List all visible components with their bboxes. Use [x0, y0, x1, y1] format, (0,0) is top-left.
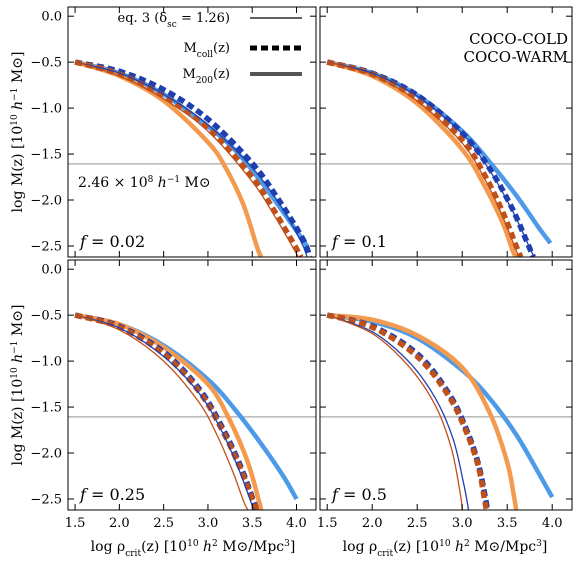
ylabel-text: log M(z) [10	[10, 126, 26, 213]
legend-warm: COCO-WARM	[463, 48, 568, 66]
panel-frame	[67, 6, 317, 258]
legend-mcoll-label: Mcoll(z)	[183, 41, 230, 60]
x-tick-label: 3.0	[452, 516, 473, 531]
x-tick-label: 2.0	[362, 516, 383, 531]
plot-area: 0.0 −0.5 −1.0 −1.5 −2.0 −2.5 f = 0.02 f = 0.1 1.…	[30, 6, 573, 531]
ylabel-text: log M(z) [10	[10, 379, 26, 466]
panel-4: 1.5 2.0 2.5 3.0 3.5 4.0 f = 0.5	[317, 259, 573, 531]
panel-f-label: f = 0.02	[79, 232, 145, 251]
series-group	[326, 59, 553, 257]
x-tick-label: 4.0	[542, 516, 563, 531]
panel-f-label: f = 0.1	[331, 232, 387, 251]
series-m200-warm	[74, 312, 264, 510]
panel-f-label: f = 0.5	[331, 485, 387, 504]
y-axis-label-bottom: log M(z) [1010 h−1 M⊙]	[10, 305, 26, 466]
series-coll-warm	[74, 59, 304, 257]
series-eq3-warm	[74, 61, 299, 257]
y-tick-label: −1.5	[30, 148, 62, 163]
series-eq3-warm	[326, 314, 463, 510]
x-tick-label: 2.5	[407, 516, 428, 531]
x-tick-label: 2.0	[109, 516, 130, 531]
x-tick-label: 2.5	[153, 516, 174, 531]
y-tick-label: −2.0	[30, 194, 62, 209]
legend-eq3-label: eq. 3 (δsc = 1.26)	[118, 11, 230, 30]
ylabel-tail: M⊙]	[10, 52, 26, 88]
xlabel-tail: M⊙/Mpc	[470, 539, 537, 555]
x-tick-label: 3.5	[497, 516, 518, 531]
xlabel-close: ]	[290, 539, 295, 555]
x-tick-label: 4.0	[286, 516, 307, 531]
xlabel-cube: 3	[284, 539, 290, 549]
panel-f-label: f = 0.25	[79, 485, 145, 504]
series-coll-warm	[74, 312, 260, 510]
legend: eq. 3 (δsc = 1.26) Mcoll(z) M200(z)	[118, 11, 302, 86]
series-coll-cold	[74, 59, 313, 257]
x-tick-label: 1.5	[317, 516, 338, 531]
series-eq3-cold	[74, 314, 255, 510]
xlabel-pre: log ρ	[91, 539, 126, 555]
xlabel-pre: log ρ	[343, 539, 378, 555]
xlabel-exp: 10	[439, 539, 451, 549]
series-coll-warm	[326, 59, 524, 257]
series-eq3-cold	[327, 61, 535, 257]
xlabel-hexp: 2	[212, 539, 218, 549]
x-tick-label: 1.5	[65, 516, 86, 531]
panel-2: f = 0.1	[319, 6, 573, 258]
series-m200-warm	[326, 59, 519, 257]
mass-annotation: 2.46 × 108 h−1 M⊙	[78, 175, 211, 191]
ylabel-tail: M⊙]	[10, 305, 26, 341]
xlabel-mid: (z) [10	[141, 539, 187, 555]
x-tick-label: 3.0	[198, 516, 219, 531]
xlabel-h: h	[451, 539, 464, 555]
xlabel-sub: crit	[377, 549, 393, 559]
legend-m200-label: M200(z)	[183, 67, 231, 86]
xlabel-close: ]	[542, 539, 547, 555]
ylabel-h: h	[10, 354, 26, 367]
panel-3: 1.5 2.0 2.5 3.0 3.5 4.0 0.0 −0.5 −1.0 −1.5 −2.0 −2.…	[30, 259, 317, 531]
y-tick-label: 0.0	[41, 263, 62, 278]
panel-1: 0.0 −0.5 −1.0 −1.5 −2.0 −2.5 f = 0.02	[30, 6, 317, 258]
series-eq3-cold	[74, 61, 308, 257]
xlabel-hexp: 2	[464, 539, 470, 549]
series-m200-cold	[74, 312, 299, 501]
y-tick-label: −1.0	[30, 102, 62, 117]
series-group	[326, 312, 555, 510]
ylabel-exp: 10	[10, 367, 20, 379]
series-eq3-cold	[326, 314, 470, 510]
xlabel-cube: 3	[536, 539, 542, 549]
series-m200-warm	[326, 312, 519, 510]
y-tick-label: −0.5	[30, 309, 62, 324]
panel-frame	[67, 259, 317, 511]
series-m200-cold	[74, 59, 309, 248]
ylabel-hexp: −1	[10, 341, 20, 354]
y-tick-label: −1.0	[30, 355, 62, 370]
y-tick-label: −2.5	[30, 492, 62, 507]
ylabel-hexp: −1	[10, 88, 20, 101]
xlabel-exp: 10	[187, 539, 199, 549]
y-axis-label-top: log M(z) [1010 h−1 M⊙]	[10, 52, 26, 213]
y-tick-label: −2.5	[30, 239, 62, 254]
panel-frame	[319, 259, 573, 511]
x-axis-label-left: log ρcrit(z) [1010 h2 M⊙/Mpc3]	[91, 539, 296, 559]
x-axis-label-right: log ρcrit(z) [1010 h2 M⊙/Mpc3]	[343, 539, 548, 559]
series-group	[74, 59, 313, 257]
y-tick-label: −0.5	[30, 56, 62, 71]
xlabel-h: h	[199, 539, 212, 555]
legend-cold: COCO-COLD	[469, 30, 568, 48]
ylabel-h: h	[10, 101, 26, 114]
ylabel-exp: 10	[10, 114, 20, 126]
series-group	[74, 312, 299, 510]
y-tick-label: 0.0	[41, 10, 62, 25]
series-eq3-warm	[74, 314, 249, 510]
y-tick-label: −2.0	[30, 447, 62, 462]
x-tick-label: 3.5	[242, 516, 263, 531]
series-eq3-warm	[327, 61, 521, 257]
y-tick-label: −1.5	[30, 401, 62, 416]
xlabel-mid: (z) [10	[393, 539, 439, 555]
xlabel-sub: crit	[125, 549, 141, 559]
xlabel-tail: M⊙/Mpc	[218, 539, 285, 555]
panel-frame	[319, 6, 573, 258]
series-m200-warm	[74, 59, 264, 257]
